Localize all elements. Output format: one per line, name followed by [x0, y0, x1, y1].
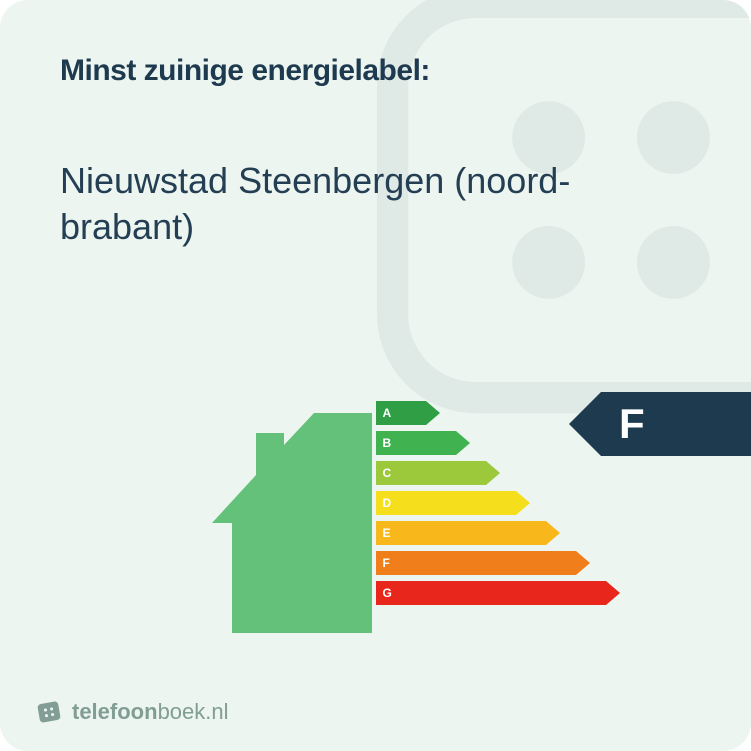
chevron-right-icon	[606, 581, 620, 605]
content-area: Minst zuinige energielabel: Nieuwstad St…	[0, 0, 751, 250]
footer-text: telefoonboek.nl	[72, 699, 229, 725]
chevron-right-icon	[456, 431, 470, 455]
footer-brand-regular: boek	[158, 699, 206, 724]
energy-bar-label: D	[383, 491, 392, 515]
chevron-right-icon	[486, 461, 500, 485]
card-title: Minst zuinige energielabel:	[60, 54, 691, 88]
energy-bar-f: F	[376, 551, 751, 575]
chevron-right-icon	[546, 521, 560, 545]
energy-bar-body	[376, 581, 606, 605]
energy-bar-label: C	[383, 461, 392, 485]
chevron-right-icon	[516, 491, 530, 515]
house-icon	[212, 413, 372, 633]
chevron-right-icon	[576, 551, 590, 575]
footer-brand-tld: .nl	[205, 699, 228, 724]
energy-bar-b: B	[376, 431, 751, 455]
card-subtitle: Nieuwstad Steenbergen (noord-brabant)	[60, 158, 691, 250]
energy-bar-label: E	[383, 521, 391, 545]
energy-bar-c: C	[376, 461, 751, 485]
energy-bar-e: E	[376, 521, 751, 545]
energy-bar-a: A	[376, 401, 751, 425]
footer-brand: telefoonboek.nl	[36, 699, 229, 725]
energy-bar-body	[376, 521, 546, 545]
energy-bar-g: G	[376, 581, 751, 605]
house-column	[0, 391, 376, 641]
energy-bar-body	[376, 491, 516, 515]
energy-bar-body	[376, 551, 576, 575]
energy-chart: ABCDEFG	[0, 391, 751, 641]
energy-bars: ABCDEFG	[376, 401, 751, 605]
energy-bar-label: F	[383, 551, 390, 575]
energy-card: Minst zuinige energielabel: Nieuwstad St…	[0, 0, 751, 751]
energy-bar-body	[376, 461, 486, 485]
bars-column: ABCDEFG	[376, 391, 751, 641]
phonebook-icon	[34, 697, 64, 727]
footer-brand-bold: telefoon	[72, 699, 158, 724]
chevron-right-icon	[426, 401, 440, 425]
energy-bar-label: A	[383, 401, 392, 425]
energy-bar-d: D	[376, 491, 751, 515]
energy-bar-label: G	[383, 581, 392, 605]
energy-bar-label: B	[383, 431, 392, 455]
